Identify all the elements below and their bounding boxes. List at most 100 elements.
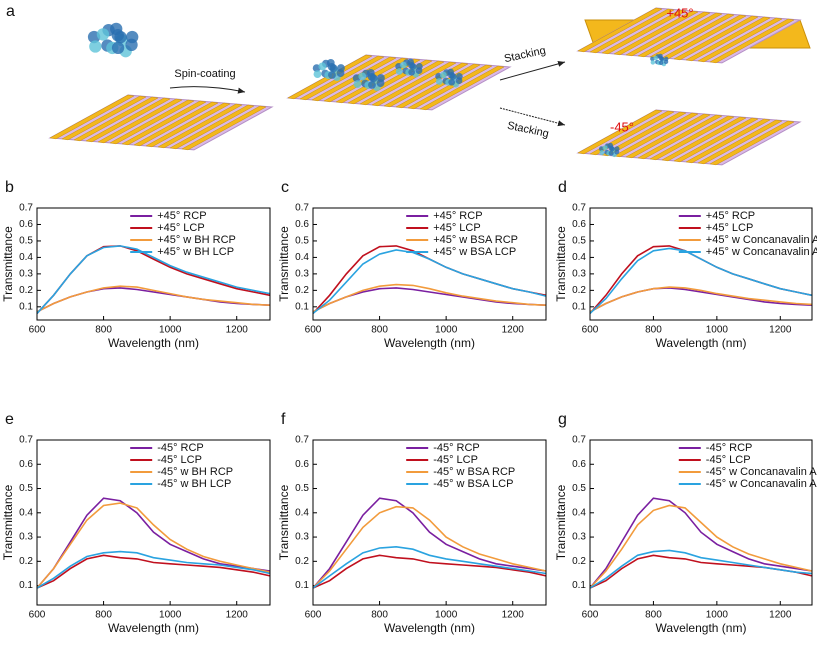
- grating-bar: [685, 16, 771, 62]
- protein: [599, 150, 605, 156]
- y-tick-label: 0.2: [295, 285, 309, 296]
- protein: [408, 68, 416, 76]
- protein: [650, 60, 656, 65]
- grating-bar: [673, 15, 759, 61]
- x-tick-label: 600: [582, 610, 599, 621]
- protein: [658, 60, 664, 66]
- x-tick-label: 600: [29, 325, 46, 336]
- series-line: [589, 247, 813, 314]
- y-tick-label: 0.7: [19, 435, 33, 446]
- y-tick-label: 0.5: [19, 483, 33, 494]
- x-tick-label: 800: [371, 325, 388, 336]
- protein: [416, 62, 423, 70]
- grating-bar: [709, 120, 795, 166]
- y-tick-label: 0.2: [19, 556, 33, 567]
- y-tick-label: 0.1: [572, 580, 586, 591]
- y-tick-label: 0.3: [295, 532, 309, 543]
- grating-bar: [697, 119, 783, 165]
- series-line: [312, 249, 547, 315]
- grating-bar: [371, 61, 457, 107]
- legend-label: +45° w BSA LCP: [433, 246, 516, 258]
- y-axis-label: Transmittance: [1, 226, 15, 302]
- grating-bar: [613, 112, 699, 158]
- series-line: [36, 497, 271, 589]
- protein: [126, 30, 139, 44]
- y-tick-label: 0.6: [572, 459, 586, 470]
- protein: [377, 74, 385, 83]
- grating-bar: [685, 118, 771, 164]
- x-axis-label: Wavelength (nm): [384, 621, 475, 635]
- series-line: [36, 287, 271, 313]
- series-line: [36, 285, 271, 313]
- series-line: [589, 504, 813, 589]
- plot-frame: [36, 439, 271, 606]
- x-axis-label: Wavelength (nm): [656, 621, 747, 635]
- legend-label: -45° w BSA LCP: [433, 478, 513, 490]
- protein: [358, 72, 367, 81]
- grating-bar: [419, 65, 505, 111]
- protein: [89, 40, 102, 53]
- y-tick-label: 0.2: [295, 556, 309, 567]
- legend-label: +45° RCP: [157, 210, 206, 222]
- panel-label: d: [558, 179, 567, 196]
- y-tick-label: 0.7: [295, 435, 309, 446]
- protein: [408, 62, 415, 69]
- legend-label: -45° RCP: [157, 442, 204, 454]
- y-tick-label: 0.2: [19, 285, 33, 296]
- y-tick-label: 0.6: [19, 219, 33, 230]
- grating-bar: [145, 102, 231, 148]
- grating-bar: [673, 117, 759, 163]
- series-line: [589, 286, 813, 313]
- series-line: [589, 554, 813, 589]
- series-line: [312, 287, 547, 313]
- y-tick-label: 0.1: [19, 301, 33, 312]
- x-tick-label: 1200: [226, 325, 249, 336]
- grating-bar: [709, 18, 795, 64]
- grating-bar: [649, 115, 735, 161]
- x-tick-label: 800: [95, 610, 112, 621]
- x-tick-label: 1000: [159, 610, 182, 621]
- x-tick-label: 800: [95, 325, 112, 336]
- x-axis-label: Wavelength (nm): [656, 336, 747, 350]
- protein: [96, 28, 110, 41]
- panel-label: g: [558, 411, 567, 428]
- protein: [653, 55, 658, 61]
- panel-label: e: [5, 411, 14, 428]
- grating-bar: [157, 103, 243, 149]
- x-tick-label: 1200: [226, 610, 249, 621]
- plot-frame: [312, 439, 547, 606]
- protein: [395, 68, 403, 75]
- arrow: [499, 107, 566, 127]
- x-tick-label: 800: [645, 610, 662, 621]
- y-tick-label: 0.4: [572, 507, 586, 518]
- x-tick-label: 1200: [769, 325, 792, 336]
- x-axis-label: Wavelength (nm): [384, 336, 475, 350]
- y-axis-label: Transmittance: [554, 226, 568, 302]
- series-line: [312, 505, 547, 589]
- grating-bar: [637, 114, 723, 160]
- legend-label: +45° LCP: [157, 222, 205, 234]
- legend-label: +45° w BH LCP: [157, 246, 234, 258]
- legend-label: +45° w Concanavalin A LCP: [706, 246, 817, 258]
- y-tick-label: 0.1: [295, 301, 309, 312]
- x-tick-label: 600: [305, 610, 322, 621]
- x-axis-label: Wavelength (nm): [108, 336, 199, 350]
- x-tick-label: 800: [371, 610, 388, 621]
- grating-bar: [589, 8, 675, 54]
- x-tick-label: 1200: [502, 610, 525, 621]
- y-tick-label: 0.6: [295, 459, 309, 470]
- legend-label: +45° RCP: [433, 210, 482, 222]
- series-line: [589, 287, 813, 313]
- panel-label: b: [5, 179, 14, 196]
- protein: [111, 29, 124, 42]
- grating-bar: [299, 55, 385, 101]
- protein: [400, 61, 407, 69]
- legend-label: -45° LCP: [706, 454, 751, 466]
- grating-bar: [73, 96, 159, 142]
- grating-bar: [661, 116, 747, 162]
- y-tick-label: 0.6: [295, 219, 309, 230]
- y-axis-label: Transmittance: [1, 484, 15, 560]
- protein: [664, 56, 669, 62]
- y-tick-label: 0.4: [572, 252, 586, 263]
- protein: [368, 81, 376, 89]
